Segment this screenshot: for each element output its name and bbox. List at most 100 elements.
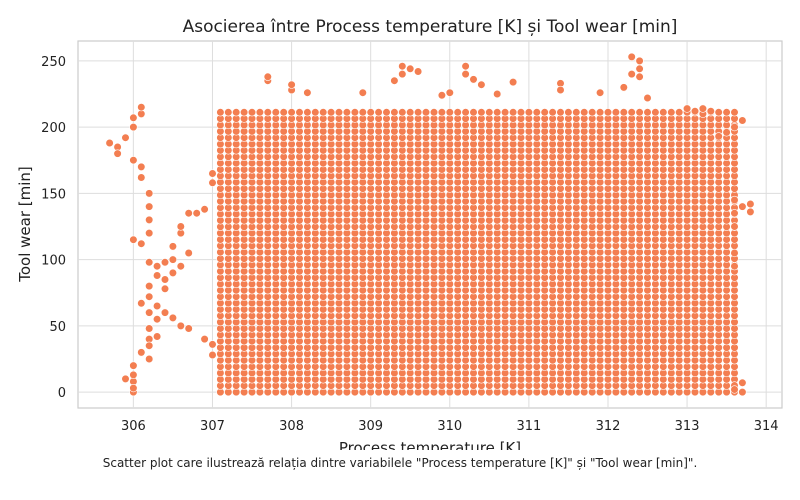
data-point [263,108,272,117]
data-point [137,162,146,171]
data-point [327,108,336,117]
data-point [208,178,217,187]
data-point [469,75,478,84]
data-point [208,340,217,349]
data-point [184,209,193,218]
data-point [595,108,605,117]
data-point [145,258,154,267]
data-point [200,335,209,344]
data-point [738,378,747,387]
data-point [540,108,549,117]
data-point [722,108,731,117]
data-point [588,108,597,117]
data-point [168,242,177,251]
data-point [176,262,185,271]
data-point [477,80,486,89]
data-point [722,128,731,137]
data-point [192,209,201,218]
data-point [437,108,447,117]
data-points [105,52,755,397]
data-point [358,88,367,97]
data-point [493,108,502,117]
data-point [208,169,217,178]
data-point [746,199,755,209]
data-point [390,108,399,117]
data-point [145,189,154,198]
data-point [714,132,723,141]
data-point [145,341,154,350]
y-tick-label: 0 [58,386,66,401]
data-point [635,108,644,117]
x-tick-label: 314 [754,419,779,434]
data-point [168,268,177,278]
data-point [153,271,162,280]
data-point [121,133,130,142]
data-point [706,107,715,116]
data-point [145,229,154,238]
data-point [730,122,739,132]
data-point [121,374,130,384]
x-tick-label: 306 [121,419,146,434]
data-point [580,108,589,117]
data-point [240,108,249,117]
data-point [556,85,565,95]
data-point [303,108,312,117]
data-point [398,108,407,117]
y-tick-label: 250 [41,55,66,70]
data-point [437,91,447,100]
data-point [263,72,272,81]
data-point [730,195,739,205]
data-point [643,108,652,117]
y-tick-label: 200 [41,121,66,136]
data-point [730,262,739,271]
data-point [168,255,177,264]
data-point [477,108,486,117]
data-point [224,108,233,117]
data-point [493,89,502,99]
data-point [635,56,644,66]
data-point [137,348,146,357]
data-point [319,108,328,117]
data-point [635,64,644,73]
data-point [145,282,154,291]
y-tick-label: 150 [41,187,66,202]
chart-canvas: 306 307 308 309 310 311 312 313 314 0 50 100 150 200 2… [16,17,783,457]
data-point [611,108,621,117]
data-point [532,108,541,117]
y-axis-label: Tool wear [min] [16,166,34,283]
data-point [160,308,170,317]
data-point [137,299,146,308]
data-point [160,258,170,267]
data-point [406,108,415,117]
data-point [445,88,454,97]
data-point [453,108,462,117]
data-point [682,104,692,113]
data-point [564,108,573,117]
data-point [698,104,708,113]
data-point [129,235,138,244]
x-tick-label: 311 [516,419,541,434]
data-point [714,108,723,117]
data-point [129,361,138,370]
data-point [667,108,676,117]
data-point [469,108,478,117]
data-point [153,262,162,271]
data-point [398,62,407,71]
data-point [619,83,628,92]
data-point [485,108,494,117]
data-point [675,108,684,117]
data-point [659,108,668,117]
data-point [461,108,470,117]
data-point [730,248,739,258]
data-point [160,284,170,293]
data-point [216,108,225,117]
data-point [627,69,636,79]
data-point [137,173,146,182]
data-point [271,108,280,117]
data-point [255,108,265,117]
data-point [350,108,360,117]
data-point [247,108,257,117]
data-point [208,350,217,360]
data-point [730,385,739,394]
